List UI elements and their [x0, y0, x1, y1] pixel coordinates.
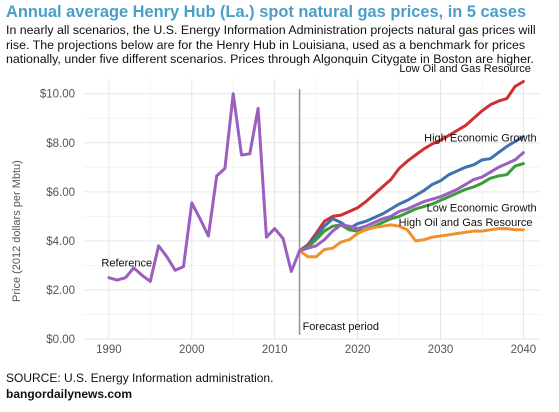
- series-annotation-label: Low Oil and Gas Resource: [399, 63, 530, 75]
- y-tick-label: $6.00: [46, 187, 75, 199]
- y-tick-label: $10.00: [40, 89, 75, 101]
- plot-background: [84, 79, 540, 339]
- chart-title: Annual average Henry Hub (La.) spot natu…: [6, 3, 527, 21]
- series-annotation-label: Reference: [101, 258, 152, 270]
- series-line-low-economic-growth: [298, 162, 525, 253]
- series-line-high-oil-and-gas-resource: [298, 223, 525, 259]
- x-tick-label: 2030: [428, 344, 454, 356]
- series-annotation-label: High Economic Growth: [424, 133, 537, 145]
- series-annotations: Reference Low Oil and Gas Resource High Ec…: [101, 63, 536, 270]
- series-annotation-label: Low Economic Growth: [427, 202, 537, 214]
- x-tick-label: 2020: [345, 344, 371, 356]
- x-tick-label: 2000: [179, 344, 205, 356]
- y-axis-label: Price (2012 dollars per Mbtu): [11, 160, 23, 302]
- x-tick-label: 2010: [262, 344, 288, 356]
- source-note: SOURCE: U.S. Energy Information administ…: [6, 371, 274, 385]
- y-tick-label: $8.00: [46, 138, 75, 150]
- y-tick-label: $2.00: [46, 285, 75, 297]
- y-axis-ticks: $0.00 $2.00 $4.00 $6.00 $8.00 $10.00: [40, 89, 75, 346]
- y-tick-label: $4.00: [46, 236, 75, 248]
- x-tick-label: 2040: [511, 344, 537, 356]
- chart-subtitle: In nearly all scenarios, the U.S. Energy…: [6, 23, 536, 67]
- site-credit: bangordailynews.com: [6, 387, 133, 401]
- series-line-reference: [107, 92, 525, 283]
- series-line-high-economic-growth: [298, 135, 525, 253]
- forecast-period-label: Forecast period: [303, 321, 379, 333]
- series-layer: [107, 80, 525, 283]
- x-tick-label: 1990: [96, 344, 122, 356]
- y-tick-label: $0.00: [46, 334, 75, 346]
- x-axis-ticks: 1990 2000 2010 2020 2030 2040: [96, 344, 536, 356]
- series-line-low-oil-and-gas-resource: [298, 80, 525, 253]
- series-annotation-label: High Oil and Gas Resource: [399, 217, 533, 229]
